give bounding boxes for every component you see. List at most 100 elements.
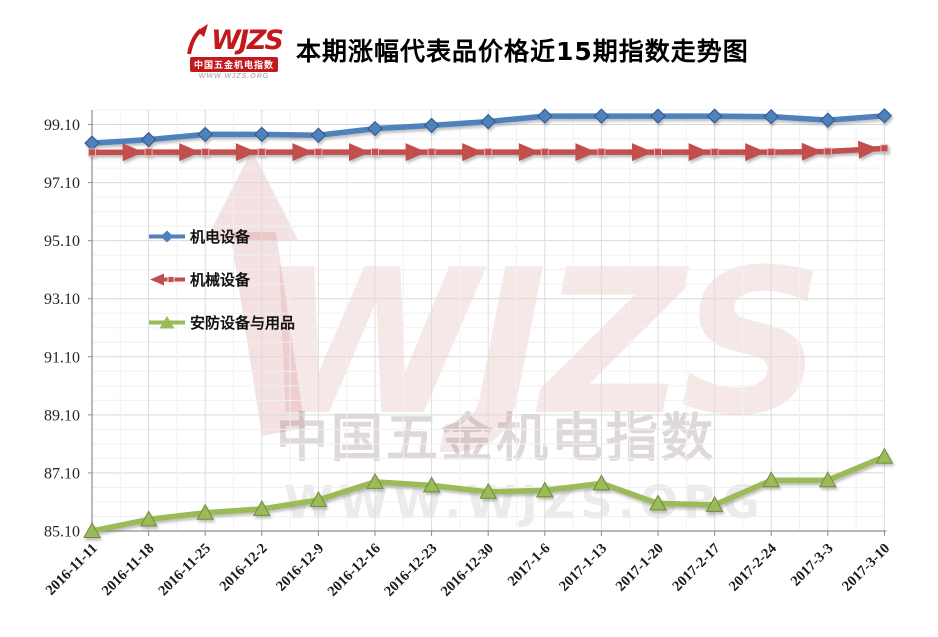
watermark-line1-text: 中国五金机电指数	[276, 409, 716, 469]
y-axis-label: 95.10	[44, 233, 80, 250]
triangle-marker	[252, 499, 271, 516]
arrow-marker	[575, 143, 597, 162]
arrow-marker	[688, 143, 710, 162]
diamond-marker	[706, 108, 723, 124]
x-axis-label: 2016-12-16	[325, 541, 384, 600]
square-marker	[88, 148, 96, 157]
square-marker	[767, 148, 776, 157]
series-lines	[83, 108, 894, 538]
triangle-marker	[196, 503, 215, 520]
watermark-brand-text: WJZS	[258, 227, 818, 460]
arrow-marker	[122, 143, 144, 162]
legend-label: 机电设备	[190, 227, 251, 246]
arrow-marker	[632, 143, 653, 162]
chart-legend: 机电设备 机械设备 安防设备与用品	[149, 227, 295, 332]
triangle-marker	[83, 521, 101, 538]
triangle-marker	[762, 471, 781, 488]
x-axis-label: 2016-12-2	[217, 541, 271, 595]
triangle-marker	[705, 495, 724, 512]
square-marker	[880, 144, 889, 153]
y-axis-label: 91.10	[44, 349, 80, 366]
legend-item-series-0: 机电设备	[149, 227, 295, 246]
series-diamond	[84, 108, 893, 151]
arrow-marker	[801, 142, 823, 161]
x-axis-label: 2017-2-17	[669, 541, 723, 595]
triangle-marker	[366, 472, 384, 489]
x-axis-label: 2017-1-13	[556, 541, 610, 595]
diamond-marker	[254, 126, 270, 143]
arrow-marker	[292, 143, 314, 162]
legend-item-series-2: 安防设备与用品	[149, 314, 295, 332]
brand-url: WWW.WJZS.ORG	[198, 73, 270, 80]
x-axis-label: 2016-11-18	[99, 541, 158, 600]
triangle-marker	[649, 494, 667, 511]
brand-subtitle: 中国五金机电指数	[189, 57, 278, 72]
diamond-marker	[140, 131, 157, 148]
arrow-marker	[745, 143, 767, 162]
y-axis-label: 93.10	[44, 291, 80, 308]
x-axis-label: 2016-12-23	[381, 541, 440, 600]
x-axis-label: 2016-12-9	[273, 541, 327, 595]
x-axis-label: 2016-11-11	[43, 541, 101, 599]
square-marker	[710, 148, 719, 157]
diamond-marker	[480, 113, 496, 130]
triangle-marker	[592, 474, 611, 491]
chart-header: WJZS 中国五金机电指数 WWW.WJZS.ORG 本期涨幅代表品价格近15期…	[184, 20, 749, 80]
x-axis-label: 2017-3-10	[839, 541, 893, 595]
diamond-marker	[537, 108, 553, 124]
y-axis-label: 89.10	[44, 407, 80, 424]
square-marker	[654, 148, 662, 157]
square-marker	[371, 148, 379, 157]
square-marker	[540, 148, 549, 157]
square-marker	[201, 148, 210, 157]
triangle-marker	[875, 447, 894, 464]
diamond-marker	[197, 126, 213, 143]
triangle-marker	[818, 471, 837, 488]
series-triangle-up	[83, 447, 894, 538]
watermark-arrow-icon	[206, 150, 305, 436]
arrow-marker	[235, 143, 257, 162]
diamond-marker	[763, 108, 779, 125]
triangle-marker	[479, 482, 498, 499]
square-marker	[484, 148, 493, 157]
triangle-marker	[422, 476, 441, 493]
square-marker	[597, 148, 606, 157]
diamond-marker	[367, 120, 383, 137]
square-marker	[144, 148, 153, 157]
series-arrow-right	[88, 140, 889, 162]
brand-name: WJZS	[211, 25, 284, 56]
legend-marker-diamond-icon	[149, 230, 185, 242]
diamond-marker	[650, 108, 666, 124]
x-axis-label: 2016-11-25	[155, 541, 214, 600]
legend-item-series-1: 机械设备	[149, 270, 295, 289]
x-axis-label: 2017-2-24	[726, 541, 780, 595]
y-axis-label: 85.10	[44, 524, 80, 541]
arrow-marker	[179, 143, 201, 162]
y-axis-label: 97.10	[44, 175, 80, 192]
arrow-marker	[857, 140, 880, 159]
y-axis-label: 99.10	[44, 117, 80, 134]
arrow-marker	[405, 143, 427, 162]
legend-label: 机械设备	[190, 270, 251, 289]
triangle-marker	[309, 490, 328, 507]
triangle-marker	[139, 510, 158, 527]
diamond-marker	[593, 108, 610, 124]
diamond-marker	[820, 112, 836, 128]
triangle-marker	[535, 481, 554, 498]
diamond-marker	[84, 135, 100, 151]
x-axis-label: 2017-1-20	[613, 541, 667, 595]
legend-marker-triangle-icon	[149, 315, 185, 328]
arrow-marker	[518, 143, 540, 162]
axis-labels: 85.10 87.10 89.10 91.10 93.10 95.10 97.10 99.10…	[43, 117, 893, 600]
page-title: 本期涨幅代表品价格近15期指数走势图	[296, 37, 749, 66]
arrow-marker	[349, 143, 370, 162]
y-axis-label: 87.10	[44, 465, 80, 482]
x-axis-label: 2017-1-6	[505, 541, 554, 590]
logo-arrow-icon	[187, 24, 209, 55]
brand-logo: WJZS 中国五金机电指数 WWW.WJZS.ORG	[184, 20, 284, 80]
x-axis-label: 2016-12-30	[438, 541, 497, 600]
square-marker	[314, 148, 323, 157]
